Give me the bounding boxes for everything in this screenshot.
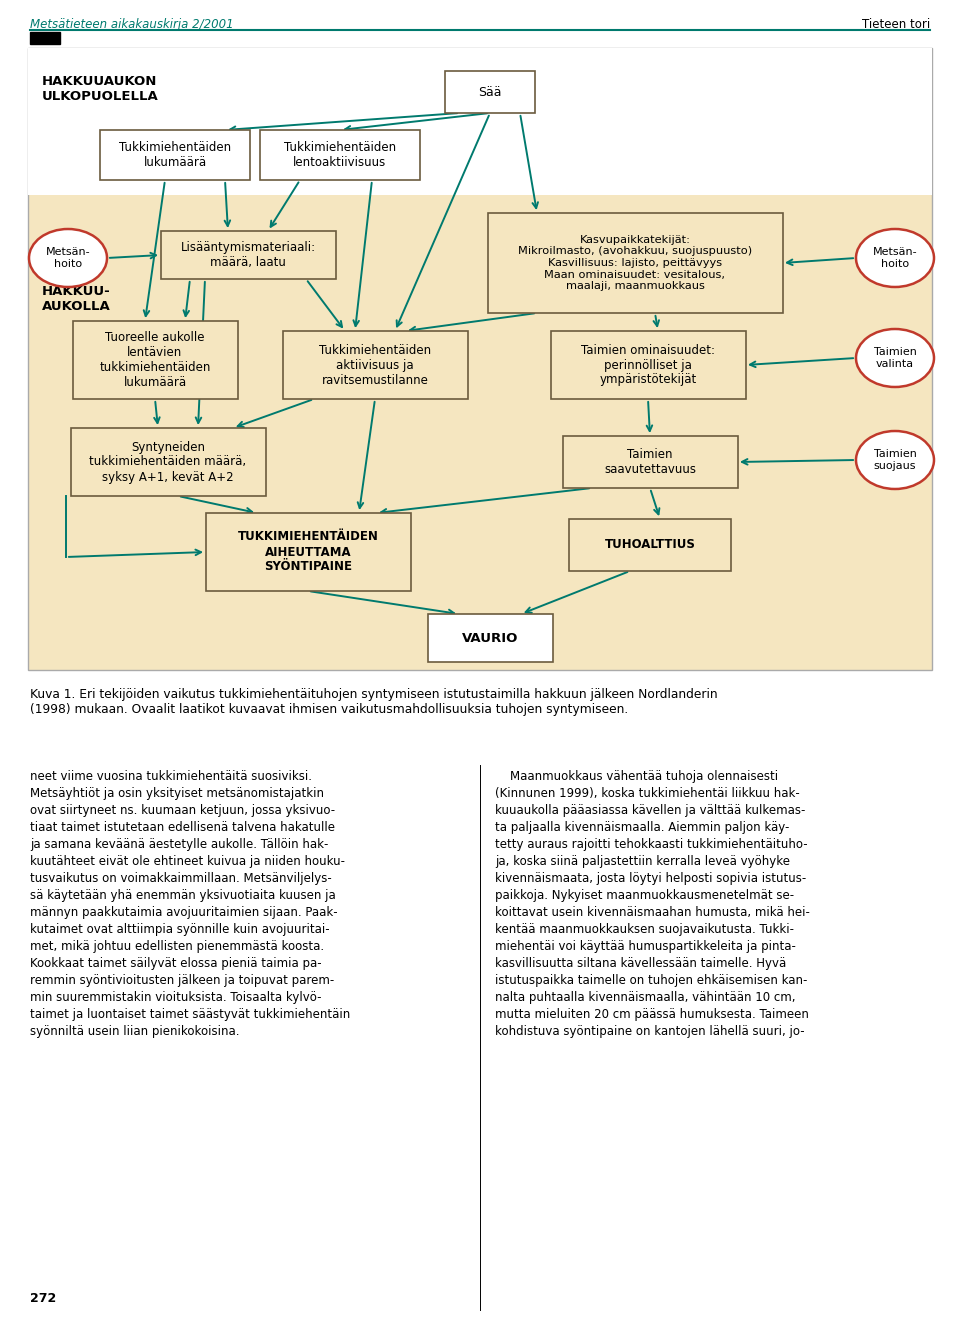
Text: Tieteen tori: Tieteen tori [862,19,930,31]
Text: Taimien
suojaus: Taimien suojaus [874,449,917,470]
Text: Kasvupaikkatekijät:
Mikroilmasto, (avohakkuu, suojuspuusto)
Kasvillisuus: lajist: Kasvupaikkatekijät: Mikroilmasto, (avoha… [518,235,752,291]
Ellipse shape [856,229,934,287]
Text: Metsän-
hoito: Metsän- hoito [46,247,90,268]
Text: Taimien
saavutettavuus: Taimien saavutettavuus [604,448,696,476]
Bar [70,428,266,496]
Text: VAURIO: VAURIO [462,631,518,645]
Bar [445,70,535,113]
Bar [73,322,237,399]
Text: Metsätieteen aikakauskirja 2/2001: Metsätieteen aikakauskirja 2/2001 [30,19,233,31]
Bar [260,130,420,179]
Bar [160,231,335,279]
Text: 272: 272 [30,1292,57,1305]
Ellipse shape [856,431,934,489]
Bar [563,436,737,488]
Text: TUHOALTTIUS: TUHOALTTIUS [605,538,695,552]
Text: Tukkimiehentäiden
lukumäärä: Tukkimiehentäiden lukumäärä [119,141,231,169]
Bar [488,213,782,314]
Text: Tuoreelle aukolle
lentävien
tukkimiehentäiden
lukumäärä: Tuoreelle aukolle lentävien tukkimiehent… [99,331,210,389]
Ellipse shape [29,229,107,287]
Bar [28,48,932,670]
Text: Lisääntymismateriaali:
määrä, laatu: Lisääntymismateriaali: määrä, laatu [180,241,316,268]
Text: Tukkimiehentäiden
aktiivisuus ja
ravitsemustilanne: Tukkimiehentäiden aktiivisuus ja ravitse… [319,343,431,387]
Text: HAKKUUAUKON
ULKOPUOLELLA: HAKKUUAUKON ULKOPUOLELLA [42,74,158,104]
Text: neet viime vuosina tukkimiehentäitä suosiviksi.
Metsäyhtiöt ja osin yksityiset m: neet viime vuosina tukkimiehentäitä suos… [30,769,350,1038]
Text: Taimien ominaisuudet:
perinnölliset ja
ympäristötekijät: Taimien ominaisuudet: perinnölliset ja y… [581,343,715,387]
Text: HAKKUU-
AUKOLLA: HAKKUU- AUKOLLA [42,284,110,314]
Bar [550,331,746,399]
Bar [282,331,468,399]
Bar [30,32,60,44]
Bar [569,520,731,571]
Text: Kuva 1. Eri tekijöiden vaikutus tukkimiehentäituhojen syntymiseen istutustaimill: Kuva 1. Eri tekijöiden vaikutus tukkimie… [30,688,718,716]
Text: Taimien
valinta: Taimien valinta [874,347,917,369]
Text: Metsän-
hoito: Metsän- hoito [873,247,918,268]
Text: Syntyneiden
tukkimiehentäiden määrä,
syksy A+1, kevät A+2: Syntyneiden tukkimiehentäiden määrä, syk… [89,440,247,484]
Text: TUKKIMIEHENTÄIDEN
AIHEUTTAMA
SYÖNTIPAINE: TUKKIMIEHENTÄIDEN AIHEUTTAMA SYÖNTIPAINE [237,530,378,574]
Ellipse shape [856,330,934,387]
Bar [205,513,411,591]
Text: Maanmuokkaus vähentää tuhoja olennaisesti
(Kinnunen 1999), koska tukkimiehentäi : Maanmuokkaus vähentää tuhoja olennaisest… [495,769,810,1038]
Bar [427,614,553,662]
Bar [28,48,932,195]
Text: Sää: Sää [478,85,502,98]
Bar [100,130,250,179]
Text: Tukkimiehentäiden
lentoaktiivisuus: Tukkimiehentäiden lentoaktiivisuus [284,141,396,169]
